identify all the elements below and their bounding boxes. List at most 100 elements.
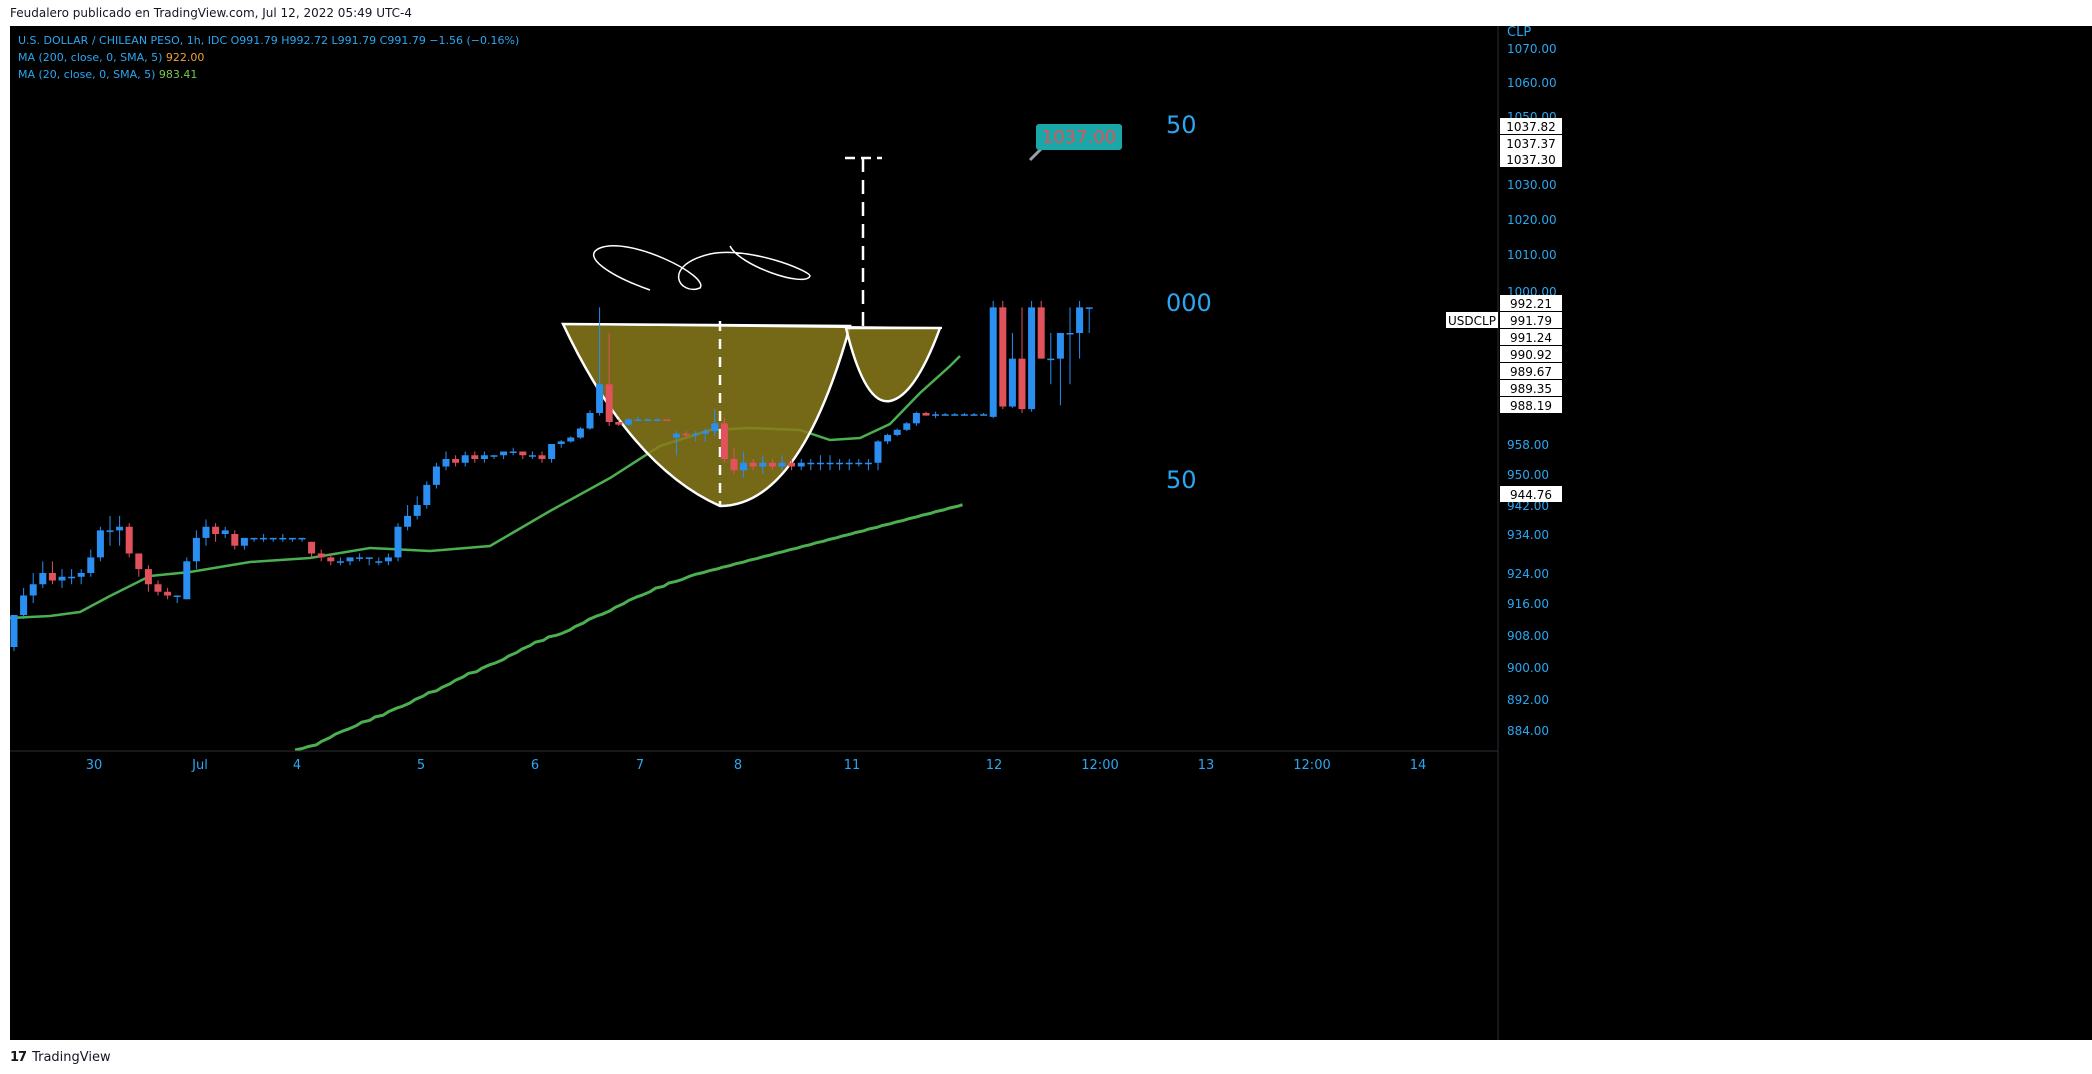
candle xyxy=(864,459,872,471)
candle xyxy=(20,588,28,619)
time-tick-label: 7 xyxy=(636,758,644,773)
candle xyxy=(154,580,162,596)
candle-body xyxy=(1008,358,1016,407)
price-label-box xyxy=(1500,151,1562,167)
price-label: 1037.30 xyxy=(1506,153,1556,167)
candle-body xyxy=(1037,307,1045,359)
candle-body xyxy=(164,591,172,596)
candle-body xyxy=(212,526,220,534)
candle xyxy=(557,440,565,448)
price-label: 992.21 xyxy=(1510,297,1552,311)
candle xyxy=(500,451,508,459)
candle xyxy=(1056,333,1064,406)
candle xyxy=(1076,300,1084,359)
price-label: 989.67 xyxy=(1510,365,1552,379)
time-tick-label: 13 xyxy=(1198,758,1215,773)
candle xyxy=(68,569,76,585)
candle xyxy=(231,530,239,550)
candle-body xyxy=(893,429,901,435)
candle-body xyxy=(816,462,824,465)
price-label-box xyxy=(1500,135,1562,151)
chart-panel[interactable]: 1037.00 50 000 50 CLP 1070.00 1060.00 1050.00 1… xyxy=(10,26,2092,1040)
candle xyxy=(394,523,402,562)
candle-body xyxy=(1056,333,1064,359)
candle xyxy=(567,436,575,443)
candle-body xyxy=(548,444,556,459)
price-tick-label: 950.00 xyxy=(1507,468,1549,482)
candle-body xyxy=(116,526,124,531)
candle xyxy=(548,444,556,463)
candle xyxy=(644,418,652,421)
candle xyxy=(365,557,373,566)
tradingview-logo[interactable]: 17 TradingView xyxy=(10,1050,111,1065)
candle-body xyxy=(10,615,18,647)
candle-body xyxy=(749,462,757,467)
candle xyxy=(404,505,412,531)
candle-body xyxy=(231,534,239,546)
price-label-box xyxy=(1500,380,1562,396)
candle-body xyxy=(903,423,911,430)
candle-body xyxy=(701,431,709,434)
candle xyxy=(356,553,364,562)
candle-body xyxy=(336,561,344,563)
price-label: 988.19 xyxy=(1510,399,1552,413)
candle xyxy=(509,447,517,456)
candle-body xyxy=(442,459,450,467)
candle-body xyxy=(682,433,690,436)
candle xyxy=(1018,307,1026,413)
candle-body xyxy=(922,412,930,416)
ma20-line xyxy=(10,355,961,620)
candle xyxy=(845,459,853,471)
candle xyxy=(413,496,421,520)
candle-body xyxy=(912,412,920,424)
ma20-layer xyxy=(10,355,961,620)
price-tick-label: 1010.00 xyxy=(1507,248,1557,262)
candle-body xyxy=(308,541,316,554)
candle xyxy=(260,534,268,542)
candle-body xyxy=(423,484,431,505)
candle-body xyxy=(96,530,104,558)
candle xyxy=(442,451,450,471)
ma20-legend[interactable]: MA (20, close, 0, SMA, 5) 983.41 xyxy=(18,66,519,83)
candle-body xyxy=(1018,358,1026,410)
candle-body xyxy=(596,384,604,413)
ma200-value: 922.00 xyxy=(165,51,205,64)
price-label-box xyxy=(1500,329,1562,345)
candle xyxy=(144,565,152,592)
candle xyxy=(346,557,354,566)
candle-body xyxy=(836,462,844,465)
scribble-line xyxy=(592,245,811,291)
candle-body xyxy=(855,462,863,465)
candle xyxy=(480,451,488,463)
candle-body xyxy=(720,423,728,459)
ma200-layer xyxy=(294,503,963,752)
candle xyxy=(336,557,344,566)
symbol-legend[interactable]: U.S. DOLLAR / CHILEAN PESO, 1h, IDC O991… xyxy=(18,34,520,47)
candle-body xyxy=(567,437,575,442)
candle xyxy=(298,537,306,542)
side-number-label: 50 xyxy=(1166,111,1197,139)
candle xyxy=(634,416,642,421)
candle xyxy=(183,557,191,600)
price-label-box xyxy=(1500,118,1562,134)
candle xyxy=(778,455,786,471)
candle-body xyxy=(759,462,767,467)
candle xyxy=(768,459,776,471)
ma200-label: MA (200, close, 0, SMA, 5) xyxy=(18,51,163,64)
candle-body xyxy=(327,557,335,562)
candle xyxy=(29,573,37,603)
candle xyxy=(375,557,383,566)
currency-label: CLP xyxy=(1507,26,1531,40)
time-tick-label: 12:00 xyxy=(1293,758,1330,773)
cup-handle-drawing xyxy=(561,321,943,508)
symbol-tag-box xyxy=(1446,312,1498,328)
candle xyxy=(423,481,431,509)
price-axis: CLP1070.001060.001050.001030.001020.0010… xyxy=(1446,26,1562,1040)
candle xyxy=(212,523,220,542)
candle-body xyxy=(624,419,632,425)
candle-body xyxy=(826,462,834,465)
candle xyxy=(807,459,815,471)
candle-body xyxy=(586,412,594,429)
ma200-legend[interactable]: MA (200, close, 0, SMA, 5) 922.00 xyxy=(18,49,519,66)
